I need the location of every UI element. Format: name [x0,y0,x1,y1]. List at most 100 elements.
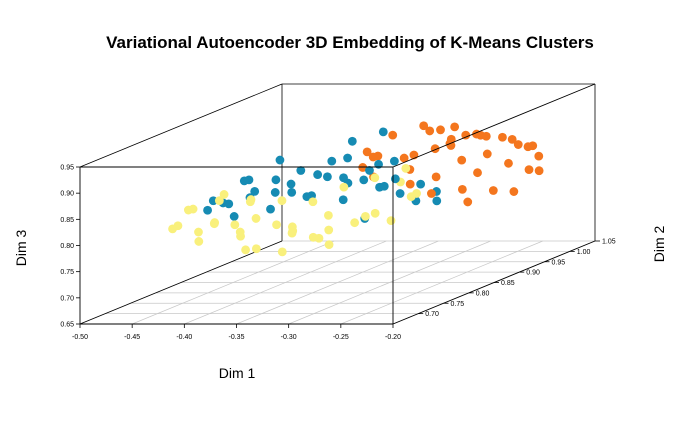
data-point-cluster-2 [463,197,473,207]
y-tick-label: 0.90 [526,270,540,277]
box-front-edges [79,83,596,325]
z-tick-label: 0.90 [60,191,74,198]
data-point-cluster-2 [457,155,467,165]
y-tick-label: 0.80 [476,290,490,297]
data-point-cluster-2 [419,121,429,131]
data-point-cluster-2 [450,122,460,132]
data-point-cluster-1 [288,226,298,236]
data-point-cluster-3 [390,174,400,184]
data-point-cluster-1 [324,240,334,250]
data-point-cluster-1 [370,173,380,183]
z-tick-label: 0.75 [60,269,74,276]
y-tick-label: 1.00 [577,249,591,256]
data-point-cluster-1 [324,225,334,235]
data-point-cluster-3 [343,153,352,163]
data-point-cluster-3 [432,196,442,206]
data-point-cluster-3 [389,156,399,166]
data-point-cluster-3 [375,182,384,192]
data-point-cluster-2 [507,135,517,144]
data-point-cluster-1 [173,221,183,231]
data-point-cluster-1 [314,233,324,243]
data-point-cluster-1 [308,197,318,207]
data-point-cluster-3 [339,173,348,183]
data-point-cluster-2 [523,142,533,152]
data-point-cluster-3 [395,189,405,198]
data-point-cluster-3 [229,212,239,221]
data-point-cluster-2 [388,130,398,140]
data-point-cluster-1 [386,216,396,226]
data-point-cluster-1 [251,214,261,223]
data-point-cluster-2 [425,126,435,136]
box-edge [79,83,283,168]
data-point-cluster-2 [488,186,498,195]
data-point-cluster-3 [302,192,312,202]
x-tick-label: -0.30 [281,334,297,341]
grid-layer [79,240,596,325]
y-tick-label: 0.75 [451,301,465,308]
data-point-cluster-3 [250,186,260,196]
data-point-cluster-1 [277,247,287,257]
data-point-cluster-1 [210,218,220,227]
data-point-cluster-1 [236,231,245,241]
data-point-cluster-3 [378,127,388,137]
box-back-edges [79,83,596,325]
data-point-cluster-3 [296,166,306,175]
data-point-cluster-3 [374,159,383,169]
data-point-cluster-3 [203,205,212,215]
data-point-cluster-2 [446,134,456,144]
data-point-cluster-2 [513,140,523,149]
data-point-cluster-1 [272,220,281,230]
data-point-cluster-2 [482,149,492,159]
data-point-cluster-1 [230,220,240,230]
data-point-cluster-3 [224,199,234,209]
data-point-cluster-3 [275,155,285,165]
data-point-cluster-3 [287,187,297,197]
data-point-cluster-2 [405,179,415,189]
x-tick-label: -0.40 [176,334,192,341]
data-point-cluster-2 [457,184,467,194]
y-tick-label: 0.85 [501,280,515,287]
x-tick-label: -0.25 [333,334,349,341]
z-tick-label: 0.95 [60,165,74,172]
points-layer [168,121,544,257]
chart-title: Variational Autoencoder 3D Embedding of … [106,33,594,52]
data-point-cluster-2 [473,168,482,178]
y-axis-label: Dim 2 [651,226,667,263]
y-tick-label: 1.05 [602,239,616,246]
data-point-cluster-1 [251,244,261,254]
x-tick-label: -0.20 [385,334,401,341]
data-point-cluster-2 [431,172,441,182]
data-point-cluster-3 [359,175,369,185]
data-point-cluster-2 [427,189,436,198]
box-edge [79,240,283,325]
data-point-cluster-1 [324,210,333,220]
data-point-cluster-3 [365,166,374,175]
data-point-cluster-2 [524,165,534,175]
data-point-cluster-1 [219,190,229,199]
box-edge [392,83,596,168]
data-point-cluster-1 [194,227,203,237]
data-point-cluster-2 [534,166,544,176]
data-point-cluster-1 [246,195,256,204]
data-point-cluster-1 [361,211,370,221]
data-point-cluster-1 [350,218,360,228]
x-tick-label: -0.45 [124,334,140,341]
y-tick-label: 0.95 [552,259,566,266]
data-point-cluster-2 [436,125,445,135]
data-point-cluster-2 [368,152,378,162]
data-point-cluster-3 [266,204,275,214]
z-tick-label: 0.85 [60,217,74,224]
data-point-cluster-1 [194,237,204,246]
data-point-cluster-1 [339,182,349,192]
data-point-cluster-2 [461,130,471,140]
z-tick-label: 0.80 [60,243,74,250]
data-point-cluster-1 [412,189,421,198]
data-point-cluster-1 [401,163,411,173]
data-point-cluster-3 [338,195,348,205]
x-axis-label: Dim 1 [219,365,256,381]
data-point-cluster-2 [446,141,456,150]
data-point-cluster-1 [183,205,193,215]
data-point-cluster-2 [509,187,519,196]
z-tick-label: 0.70 [60,295,74,302]
